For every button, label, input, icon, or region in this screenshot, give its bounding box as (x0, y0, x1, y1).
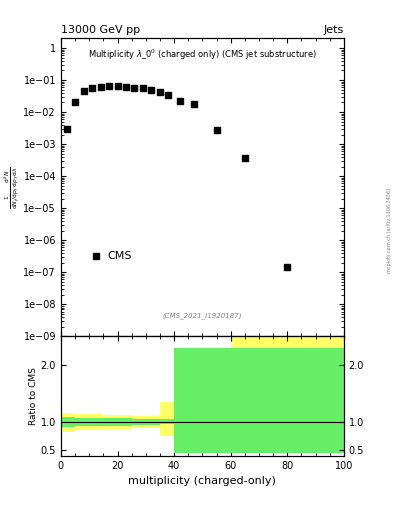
Point (123, 82, 129, 91)
Text: mcplots.cern.ch [arXiv:1306.3436]: mcplots.cern.ch [arXiv:1306.3436] (387, 188, 392, 273)
Point (140, 84, 146, 93)
Point (148, 86, 154, 94)
Point (176, 96, 183, 104)
Point (106, 82, 112, 90)
Text: Multiplicity $\lambda\_0^0$ (charged only) (CMS jet substructure): Multiplicity $\lambda\_0^0$ (charged onl… (88, 47, 317, 62)
Point (63, 125, 70, 133)
Point (284, 263, 290, 271)
Point (165, 91, 172, 99)
Point (81, 87, 87, 95)
Text: Jets: Jets (323, 25, 344, 35)
Point (72, 98, 78, 106)
Y-axis label: $\frac{1}{\mathrm{d}N_j/\mathrm{d}p_T}\frac{\mathrm{d}^2N}{\mathrm{d}p_T\,\mathr: $\frac{1}{\mathrm{d}N_j/\mathrm{d}p_T}\f… (3, 166, 22, 209)
Text: 13000 GeV pp: 13000 GeV pp (61, 25, 140, 35)
Point (97, 82, 104, 91)
Point (89, 84, 95, 93)
X-axis label: multiplicity (charged-only): multiplicity (charged-only) (129, 476, 276, 486)
Text: (CMS_2021_I1920187): (CMS_2021_I1920187) (163, 312, 242, 318)
Point (191, 100, 197, 108)
Point (213, 126, 220, 134)
Y-axis label: Ratio to CMS: Ratio to CMS (29, 367, 38, 425)
Point (242, 154, 248, 162)
Text: CMS: CMS (108, 251, 132, 261)
Point (131, 83, 138, 92)
Point (114, 82, 121, 90)
Point (157, 88, 163, 96)
